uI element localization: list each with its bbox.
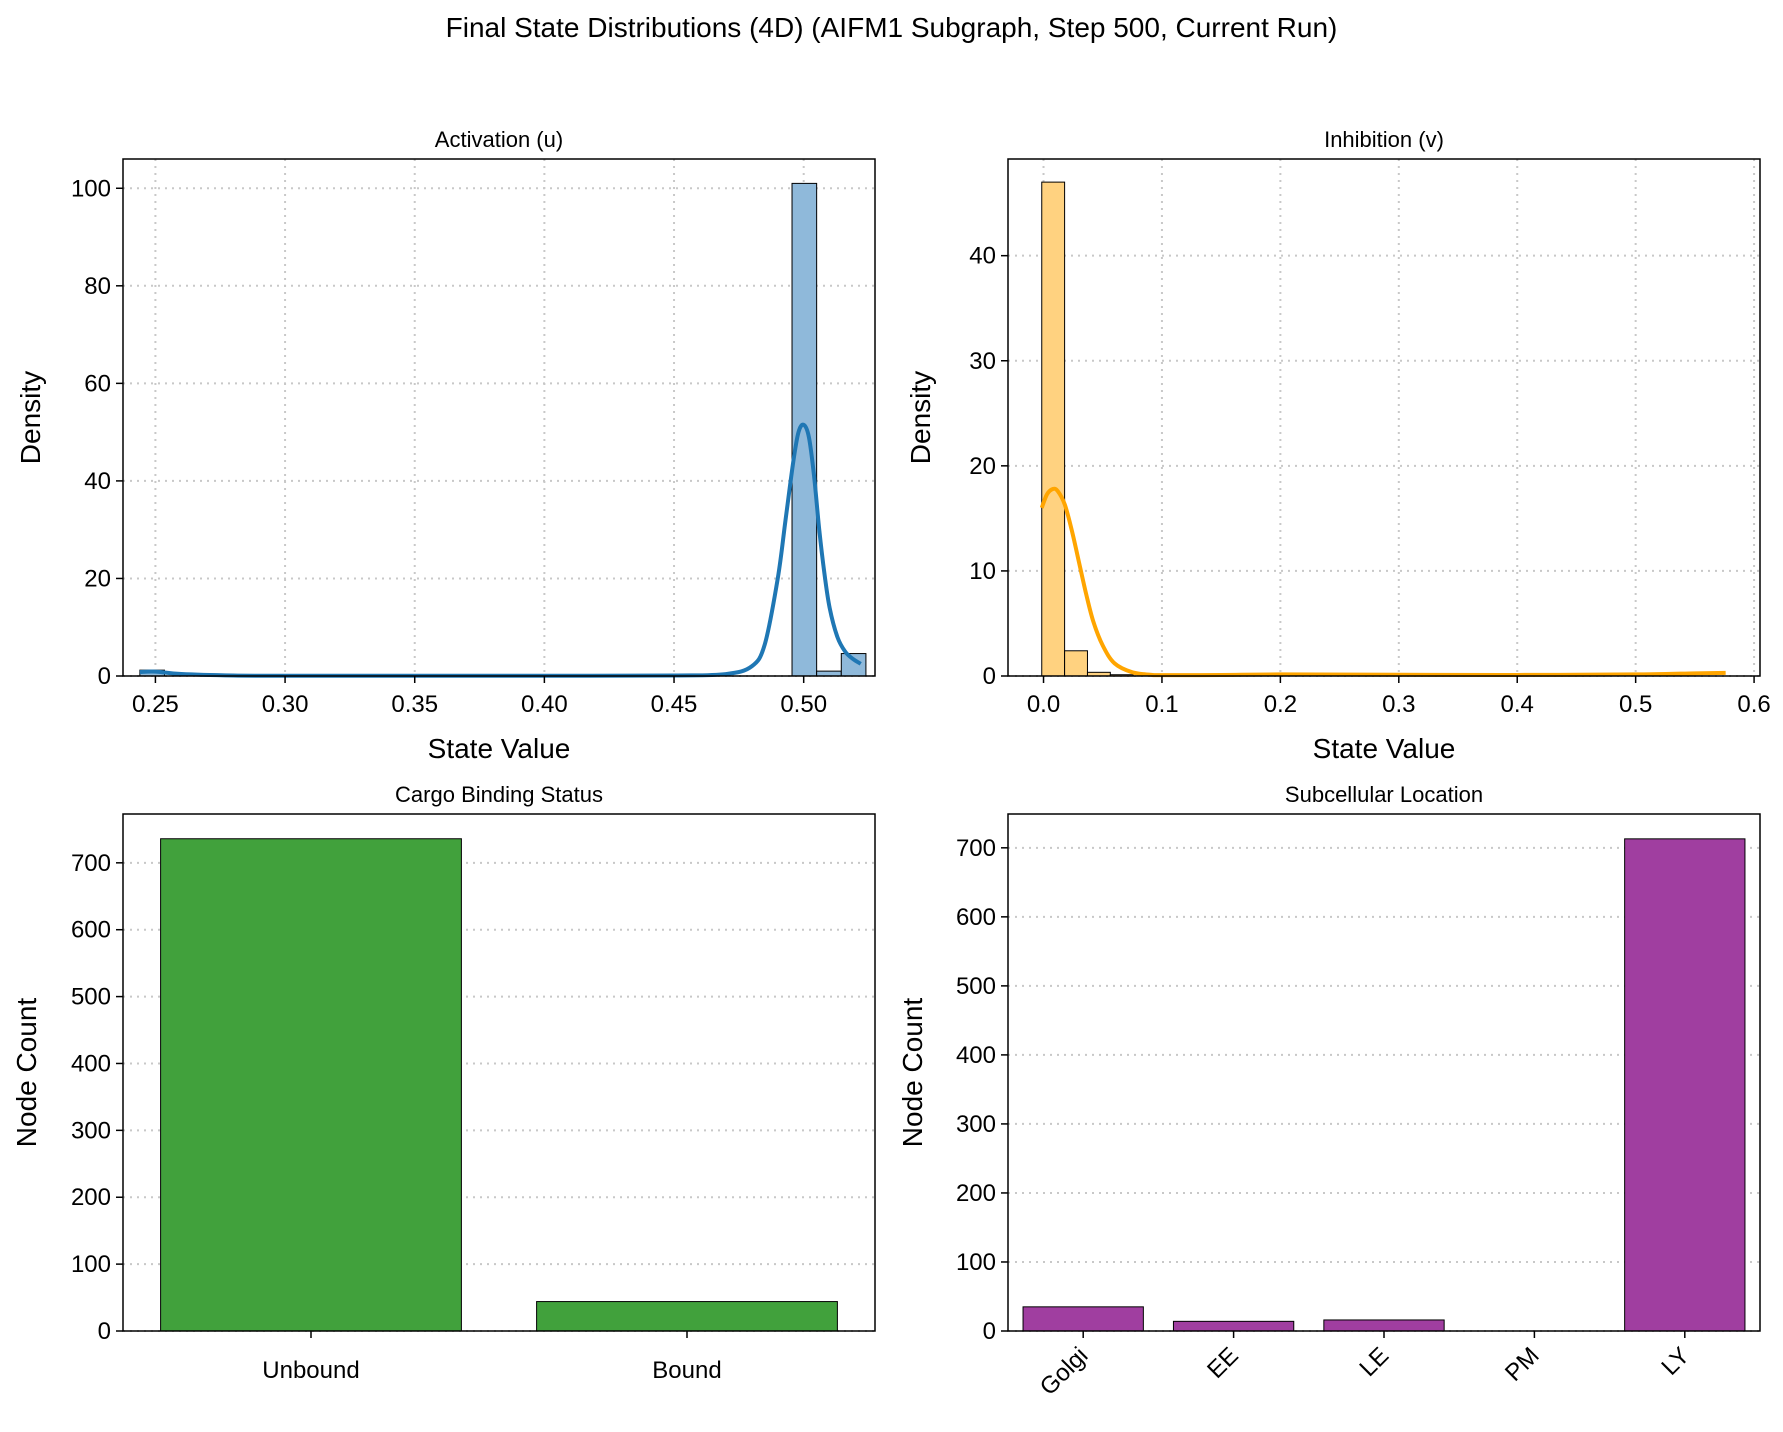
bars — [160, 838, 838, 1332]
category-label: Bound — [652, 1357, 721, 1384]
x-axis-ticks: 0.0 0.1 0.2 0.3 0.4 0.5 0.6 — [1027, 676, 1771, 718]
bars — [1041, 181, 1134, 677]
y-tick-label: 20 — [84, 565, 111, 592]
y-axis-ticks: 0 20 40 60 80 100 — [71, 175, 123, 690]
y-tick-label: 500 — [956, 973, 996, 1000]
bar-ee — [1172, 1320, 1295, 1332]
bar-ly — [1624, 838, 1746, 1332]
y-tick-label: 400 — [956, 1042, 996, 1069]
category-label: PM — [1500, 1342, 1545, 1387]
y-axis-label: Node Count — [11, 998, 42, 1148]
y-tick-label: 0 — [98, 663, 111, 690]
histogram-bar — [1041, 181, 1066, 677]
y-tick-label: 400 — [71, 1050, 111, 1077]
x-axis-ticks: Unbound Bound — [262, 1331, 722, 1384]
y-tick-label: 700 — [956, 835, 996, 862]
y-tick-label: 600 — [71, 917, 111, 944]
y-tick-label: 30 — [969, 348, 996, 375]
bars — [139, 182, 867, 677]
y-tick-label: 100 — [956, 1249, 996, 1276]
x-tick-label: 0.30 — [262, 691, 309, 718]
x-tick-label: 0.40 — [521, 691, 568, 718]
category-label: Golgi — [1035, 1342, 1094, 1401]
histogram-bar — [791, 182, 818, 677]
subplot-title: Inhibition (v) — [1324, 127, 1444, 152]
chart-panel-location: 0 100 200 300 400 500 600 700 Golgi EE LE PM LY Subce… — [897, 782, 1761, 1401]
subplot-title: Cargo Binding Status — [395, 782, 603, 807]
category-label: Unbound — [262, 1357, 359, 1384]
bars — [1022, 838, 1746, 1332]
x-tick-label: 0.0 — [1027, 691, 1060, 718]
y-tick-label: 300 — [956, 1111, 996, 1138]
kde-curve — [1039, 486, 1726, 678]
y-tick-label: 0 — [983, 1318, 996, 1345]
bar-unbound — [160, 838, 462, 1332]
chart-panel-inhibition: 0 10 20 30 40 0.0 0.1 0.2 0.3 0.4 0.5 0.6 Inhibition… — [905, 127, 1771, 764]
x-tick-label: 0.25 — [132, 691, 179, 718]
y-tick-label: 600 — [956, 904, 996, 931]
y-tick-label: 700 — [71, 850, 111, 877]
x-axis-label: State Value — [428, 733, 571, 764]
category-label: LY — [1656, 1342, 1695, 1381]
x-axis-label: State Value — [1313, 733, 1456, 764]
y-tick-label: 20 — [969, 453, 996, 480]
grid-lines — [123, 159, 875, 677]
y-tick-label: 40 — [969, 243, 996, 270]
y-tick-label: 200 — [956, 1180, 996, 1207]
y-tick-label: 500 — [71, 984, 111, 1011]
x-tick-label: 0.45 — [651, 691, 698, 718]
y-tick-label: 80 — [84, 273, 111, 300]
category-label: LE — [1354, 1342, 1394, 1382]
histogram-bar — [1064, 650, 1088, 677]
subplot-title: Activation (u) — [435, 127, 563, 152]
y-tick-label: 100 — [71, 175, 111, 202]
y-tick-label: 10 — [969, 558, 996, 585]
bar-golgi — [1022, 1306, 1144, 1332]
x-axis-ticks: Golgi EE LE PM LY — [1035, 1331, 1695, 1401]
y-tick-label: 300 — [71, 1117, 111, 1144]
y-axis-label: Density — [15, 371, 46, 464]
subplot-title: Subcellular Location — [1285, 782, 1483, 807]
x-tick-label: 0.2 — [1264, 691, 1297, 718]
axes-frame — [1007, 158, 1761, 677]
y-axis-ticks: 0 100 200 300 400 500 600 700 — [956, 835, 1008, 1345]
y-tick-label: 0 — [983, 663, 996, 690]
x-tick-label: 0.35 — [391, 691, 438, 718]
y-tick-label: 200 — [71, 1184, 111, 1211]
figure-title: Final State Distributions (4D) (AIFM1 Su… — [446, 12, 1338, 43]
y-axis-label: Node Count — [897, 998, 928, 1148]
y-tick-label: 60 — [84, 370, 111, 397]
chart-panel-cargo: 0 100 200 300 400 500 600 700 Unbound Bound Cargo … — [11, 782, 876, 1384]
x-axis-ticks: 0.25 0.30 0.35 0.40 0.45 0.50 — [132, 676, 827, 718]
y-tick-label: 40 — [84, 468, 111, 495]
axes-frame — [122, 158, 876, 677]
x-tick-label: 0.1 — [1145, 691, 1178, 718]
bar-le — [1323, 1319, 1445, 1332]
y-axis-ticks: 0 100 200 300 400 500 600 700 — [71, 850, 123, 1345]
y-axis-ticks: 0 10 20 30 40 — [969, 243, 1008, 690]
y-tick-label: 100 — [71, 1251, 111, 1278]
grid-lines — [1008, 159, 1760, 677]
chart-panel-activation: 0 20 40 60 80 100 0.25 0.30 0.35 0.40 0.45 0.50 Acti… — [15, 127, 876, 764]
x-tick-label: 0.50 — [780, 691, 827, 718]
category-label: EE — [1202, 1342, 1244, 1384]
x-tick-label: 0.6 — [1737, 691, 1770, 718]
axes-frame — [122, 813, 876, 1332]
bar-bound — [536, 1301, 838, 1332]
y-tick-label: 0 — [98, 1318, 111, 1345]
x-tick-label: 0.4 — [1501, 691, 1534, 718]
kde-curve — [139, 422, 862, 678]
x-tick-label: 0.3 — [1382, 691, 1415, 718]
x-tick-label: 0.5 — [1619, 691, 1652, 718]
y-axis-label: Density — [905, 371, 936, 464]
